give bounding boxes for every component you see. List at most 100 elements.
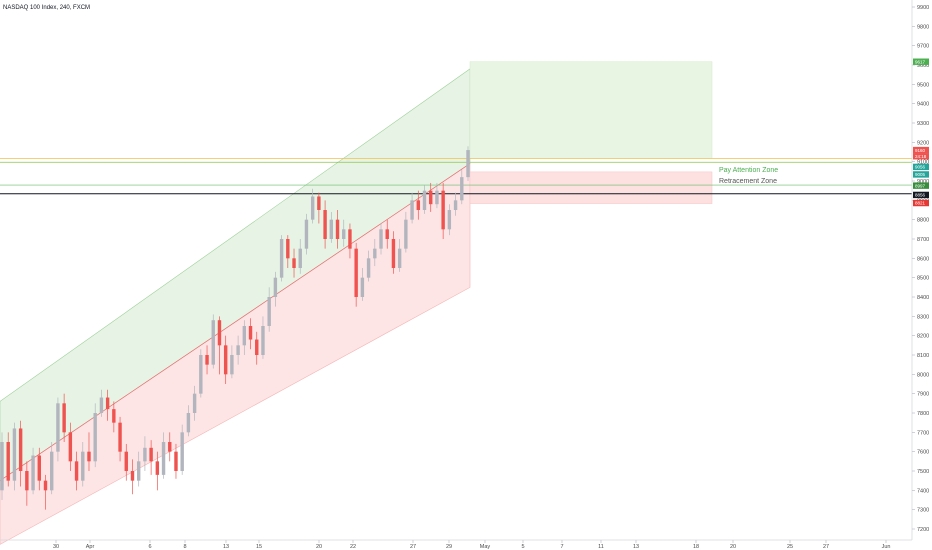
price-tick-label: 8100	[917, 353, 929, 359]
time-tick-label: 20	[316, 544, 322, 550]
candle-body	[279, 239, 284, 278]
price-tag	[913, 182, 929, 189]
time-tick-label: 7	[560, 544, 563, 550]
candle-body	[12, 428, 17, 481]
candle-body	[236, 345, 240, 355]
candle-body	[105, 397, 110, 410]
candle-body	[397, 248, 402, 268]
retracement-zone-label: Retracement Zone	[719, 178, 777, 185]
price-tick-label: 7200	[917, 527, 929, 533]
candle-body	[429, 190, 433, 205]
price-tick-label: 9900	[917, 5, 929, 11]
candle-body	[298, 248, 302, 268]
candle-body	[460, 177, 464, 201]
time-axis[interactable]: 30 Apr 6 8 13 15 20 22 27 29 May 5 7 11 13 18 20 25 27 Jun	[53, 540, 891, 550]
candle-body	[217, 320, 222, 346]
price-tag-label: 8821	[915, 201, 926, 206]
pay-attention-zone-label: Pay Attention Zone	[719, 167, 778, 174]
price-tick-label: 8400	[917, 295, 929, 301]
price-tag-label: 9617	[915, 59, 926, 64]
candle-body	[87, 451, 91, 462]
candle-body	[223, 345, 228, 375]
candle-body	[329, 219, 334, 239]
time-tick-label: 18	[693, 544, 699, 550]
candle-body	[354, 248, 358, 297]
candle-body	[81, 451, 85, 481]
price-tick-label: 8000	[917, 372, 929, 378]
candle-body	[335, 219, 340, 239]
candle-body	[49, 451, 54, 491]
candle-body	[416, 200, 421, 210]
candle-body	[453, 200, 458, 210]
candle-body	[25, 471, 29, 491]
price-tick-label: 9500	[917, 82, 929, 88]
projection-box-red	[469, 171, 713, 204]
price-tag-label: 8856	[915, 193, 926, 198]
price-tag	[913, 58, 929, 65]
price-tick-label: 9200	[917, 140, 929, 146]
price-tick-label: 9300	[917, 121, 929, 127]
time-tick-label: 8	[183, 544, 186, 550]
candle-body	[211, 320, 215, 365]
channel-middle-line	[0, 163, 471, 481]
price-tick-label: 7600	[917, 450, 929, 456]
candle-body	[192, 393, 197, 413]
price-tick-label: 7900	[917, 392, 929, 398]
price-tag	[913, 199, 929, 207]
time-tick-label: 11	[598, 544, 604, 550]
time-tick-label: 22	[350, 544, 356, 550]
price-tick-label: 9400	[917, 102, 929, 108]
candle-body	[112, 409, 116, 423]
candle-body	[373, 248, 377, 259]
candle-body	[267, 297, 271, 326]
candle-body	[99, 397, 104, 413]
candle-body	[155, 461, 160, 475]
time-tick-label: Apr	[86, 544, 95, 550]
candle-body	[286, 239, 290, 259]
candle-body	[385, 229, 389, 239]
candle-body	[441, 190, 445, 230]
candle-body	[255, 339, 259, 355]
time-tick-label: 29	[446, 544, 452, 550]
candle-body	[136, 461, 141, 481]
candle-body	[323, 210, 327, 239]
candle-body	[273, 277, 278, 297]
price-tick-label: 8700	[917, 237, 929, 243]
candle-body	[62, 403, 66, 433]
time-tick-label: 25	[787, 544, 793, 550]
candle-body	[410, 200, 414, 220]
candle-body	[68, 432, 73, 462]
candle-body	[342, 229, 346, 239]
candle-body	[435, 190, 439, 205]
candle-body	[317, 196, 321, 210]
price-tag-label: 8997	[915, 183, 926, 188]
candle-body	[360, 277, 365, 297]
time-tick-label: 27	[823, 544, 829, 550]
price-tick-label: 7500	[917, 469, 929, 475]
projection-box-green	[469, 61, 713, 159]
candle-body	[404, 219, 408, 249]
time-tick-label: 15	[256, 544, 262, 550]
candle-body	[248, 326, 253, 340]
time-tick-label: Jun	[882, 544, 891, 550]
price-tick-label: 7400	[917, 488, 929, 494]
candle-body	[31, 455, 35, 491]
price-tick-label: 7800	[917, 411, 929, 417]
candle-body	[199, 355, 203, 394]
candle-body	[230, 355, 234, 375]
candle-body	[143, 447, 147, 462]
candle-body	[304, 219, 309, 249]
candle-body	[43, 480, 48, 491]
candle-body	[180, 432, 184, 471]
candle-body	[0, 442, 4, 491]
chart-title: NASDAQ 100 Index, 240, FXCM	[3, 5, 90, 11]
price-tag	[913, 171, 929, 178]
candle-body	[174, 451, 178, 471]
price-tick-label: 9700	[917, 44, 929, 50]
price-tick-label: 9100	[917, 160, 929, 166]
price-tag	[913, 153, 929, 160]
time-tick-label: 30	[53, 544, 59, 550]
time-tick-label: May	[480, 544, 491, 550]
candle-body	[124, 451, 128, 471]
candle-body	[310, 196, 315, 220]
